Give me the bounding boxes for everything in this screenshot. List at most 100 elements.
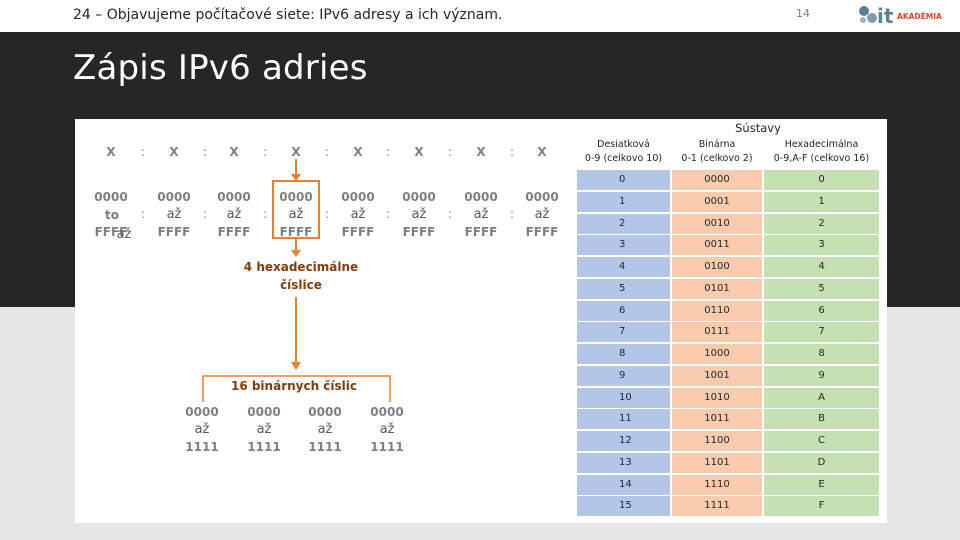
hex-cell: 1 [764,191,879,212]
arrow-caption-to-bits-head [291,362,301,370]
binary-cell: 1100 [672,431,762,451]
hex-cell: 0 [764,170,879,190]
hex-caption-line2: číslice [280,278,322,292]
group-between-5: až [351,207,366,222]
group-label-5: X [353,145,363,159]
decimal-cell: 6 [577,300,670,321]
group-end-1: FFFF [95,225,128,239]
column-header-hex-name: Hexadecimálna [784,139,859,150]
hex-cell: 4 [764,257,879,277]
decimal-cell: 15 [577,496,670,517]
table-row: 12 1100 C [577,431,879,452]
group-separator-1: : [141,207,145,221]
decimal-cell: 12 [577,431,670,451]
hex-cell: 7 [764,322,879,343]
hex-cell: 2 [764,213,879,234]
binary-between-1: až [195,422,210,437]
binary-cell: 0111 [672,322,762,343]
group-start-2: 0000 [157,190,190,204]
decimal-cell: 0 [577,170,670,190]
group-end-3: FFFF [218,225,251,239]
group-start-8: 0000 [525,190,558,204]
label-separator-4: : [325,145,329,159]
table-row: 7 0111 7 [577,322,879,343]
binary-between-3: až [318,422,333,437]
binary-cell: 1101 [672,452,762,473]
decimal-cell: 11 [577,409,670,430]
label-separator-3: : [263,145,267,159]
group-label-8: X [537,145,547,159]
page-number: 14 [796,7,810,20]
header-bar: 24 – Objavujeme počítačové siete: IPv6 a… [0,0,960,32]
table-row: 4 0100 4 [577,257,879,278]
group-label-6: X [414,145,424,159]
table-row: 3 0011 3 [577,235,879,256]
binary-cell: 0101 [672,278,762,299]
binary-end-3: 1111 [308,440,341,454]
group-between-6: až [412,207,427,222]
decimal-cell: 4 [577,257,670,277]
binary-end-1: 1111 [185,440,218,454]
group-between-2: až [167,207,182,222]
hex-cell: A [764,387,879,408]
table-row: 11 1011 B [577,409,879,430]
group-label-1: X [106,145,116,159]
group-start-7: 0000 [464,190,497,204]
arrow-box-to-caption-head [291,250,301,257]
column-header-binary-name: Binárna [698,139,736,150]
binary-cell: 0110 [672,300,762,321]
binary-cell: 0001 [672,191,762,212]
binary-start-4: 0000 [370,405,403,419]
binary-between-4: až [380,422,395,437]
table-row: 0 0000 0 [577,170,879,191]
column-header-hex-range: 0-9,A-F (celkovo 16) [773,153,870,164]
binary-cell: 1010 [672,387,762,408]
binary-end-2: 1111 [247,440,280,454]
hex-cell: 8 [764,344,879,364]
binary-cell: 1110 [672,474,762,495]
column-header-hex: Hexadecimálna 0-9,A-F (celkovo 16) [764,138,879,166]
group-start-6: 0000 [402,190,435,204]
table-row: 13 1101 D [577,452,879,474]
label-separator-1: : [141,145,145,159]
decimal-cell: 1 [577,191,670,212]
table-caption: Sústavy [735,121,781,135]
group-end-7: FFFF [465,225,498,239]
group-end-2: FFFF [158,225,191,239]
table-row: 1 0001 1 [577,191,879,213]
decimal-cell: 7 [577,322,670,343]
group-between-7: až [474,207,489,222]
label-separator-2: : [203,145,207,159]
binary-cell: 1000 [672,344,762,364]
binary-end-4: 1111 [370,440,403,454]
binary-between-2: až [257,422,272,437]
svg-text:AKADÉMIA: AKADÉMIA [897,12,942,21]
table-row: 2 0010 2 [577,213,879,235]
table-row: 6 0110 6 [577,300,879,322]
hex-cell: 5 [764,278,879,299]
table-row: 14 1110 E [577,474,879,496]
group-separator-5: : [386,207,390,221]
hex-cell: F [764,496,879,517]
group-to-1: to [105,208,119,222]
label-separator-6: : [448,145,452,159]
decimal-cell: 9 [577,365,670,386]
binary-cell: 1011 [672,409,762,430]
hex-caption-line1: 4 hexadecimálne [244,260,358,274]
decimal-cell: 10 [577,387,670,408]
hex-cell: 9 [764,365,879,386]
group-between-8: až [535,207,550,222]
group-end-4: FFFF [280,225,313,239]
hex-cell: B [764,409,879,430]
group-end-6: FFFF [403,225,436,239]
arrow-group-to-box-head [291,174,301,181]
column-header-decimal-range: 0-9 (celkovo 10) [584,153,663,164]
label-separator-7: : [510,145,514,159]
group-end-5: FFFF [342,225,375,239]
hex-cell: 3 [764,235,879,256]
binary-cell: 0011 [672,235,762,256]
group-separator-2: : [203,207,207,221]
group-label-4: X [291,145,301,159]
decimal-cell: 8 [577,344,670,364]
group-between-4: až [289,207,304,222]
